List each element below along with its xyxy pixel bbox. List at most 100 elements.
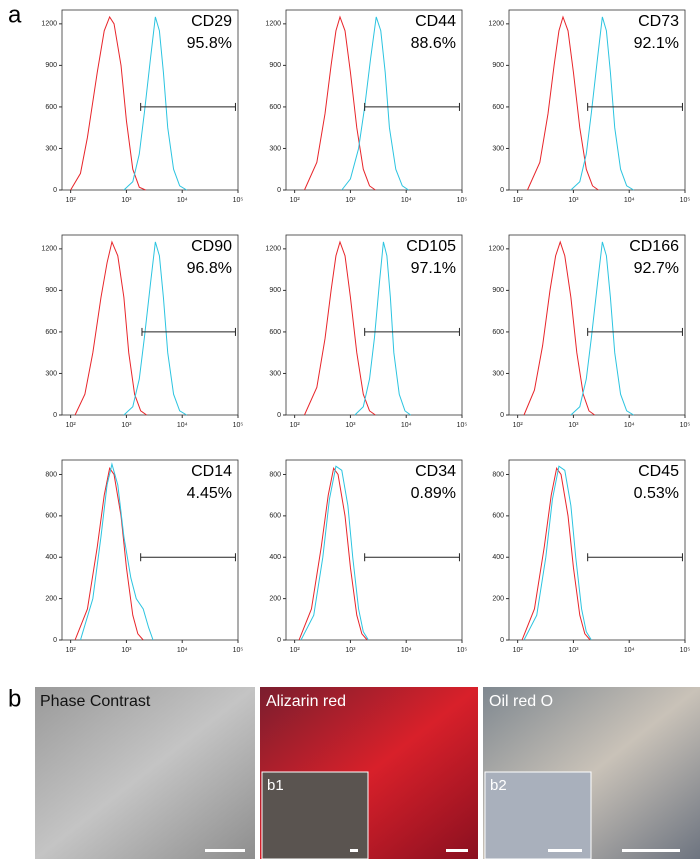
plot-frame xyxy=(61,459,239,641)
x-tick-label: 10⁵ xyxy=(233,422,244,429)
x-tick-label: 10³ xyxy=(568,197,579,204)
x-tick-label: 10⁴ xyxy=(624,197,635,204)
plot-frame xyxy=(508,9,686,191)
scale-bar xyxy=(350,849,358,852)
y-tick-label: 400 xyxy=(45,554,57,561)
chart-title: CD166 xyxy=(629,238,679,255)
histogram-line xyxy=(341,16,409,191)
x-tick-label: 10⁴ xyxy=(401,647,412,654)
x-tick-label: 10² xyxy=(513,647,524,654)
chart-title: CD14 xyxy=(191,463,232,480)
histogram-line xyxy=(523,240,595,416)
chart-title: CD29 xyxy=(191,13,232,30)
y-tick-label: 1200 xyxy=(488,21,504,28)
x-tick-label: 10³ xyxy=(568,422,579,429)
chart-title: CD45 xyxy=(638,463,679,480)
x-tick-label: 10⁴ xyxy=(624,422,635,429)
histogram-panel: 0 300 600 900 1200 10² 10³ 10⁴ 10⁵ CD44 88.6% xyxy=(265,9,468,204)
plot-frame xyxy=(61,9,239,191)
histogram-panel: 0 200 400 600 800 10² 10³ 10⁴ 10⁵ CD34 0.89% xyxy=(269,459,467,654)
y-tick-label: 0 xyxy=(500,637,504,644)
y-tick-label: 300 xyxy=(492,370,504,377)
image-label: Phase Contrast xyxy=(40,693,151,710)
chart-title: CD105 xyxy=(406,238,456,255)
plot-frame xyxy=(285,234,463,416)
x-tick-label: 10³ xyxy=(345,647,356,654)
y-tick-label: 1200 xyxy=(41,21,57,28)
y-tick-label: 1200 xyxy=(265,246,281,253)
annotation: 96.8% xyxy=(187,260,232,277)
histogram-panel: 0 200 400 600 800 10² 10³ 10⁴ 10⁵ CD14 4.45% xyxy=(45,459,244,654)
x-tick-label: 10² xyxy=(66,647,77,654)
annotation: 4.45% xyxy=(187,485,232,502)
x-tick-label: 10⁴ xyxy=(401,197,412,204)
histogram-line xyxy=(123,241,187,416)
histogram-panel: 0 300 600 900 1200 10² 10³ 10⁴ 10⁵ CD29 95.8% xyxy=(41,9,244,204)
x-tick-label: 10⁴ xyxy=(177,647,188,654)
y-tick-label: 0 xyxy=(53,637,57,644)
histogram-line xyxy=(300,465,369,641)
x-tick-label: 10³ xyxy=(121,422,132,429)
histogram-line xyxy=(570,241,634,416)
x-tick-label: 10³ xyxy=(121,647,132,654)
histogram-line xyxy=(521,467,591,641)
y-tick-label: 1200 xyxy=(488,246,504,253)
y-tick-label: 200 xyxy=(269,595,281,602)
x-tick-label: 10⁵ xyxy=(457,197,468,204)
micrograph: Alizarin red b1 xyxy=(260,687,478,860)
y-tick-label: 200 xyxy=(45,595,57,602)
y-tick-label: 900 xyxy=(269,62,281,69)
inset-image xyxy=(261,771,369,860)
x-tick-label: 10³ xyxy=(345,422,356,429)
y-tick-label: 0 xyxy=(53,412,57,419)
y-tick-label: 0 xyxy=(277,187,281,194)
x-tick-label: 10⁵ xyxy=(233,647,244,654)
y-tick-label: 300 xyxy=(269,370,281,377)
y-tick-label: 0 xyxy=(277,637,281,644)
histogram-panel: 0 300 600 900 1200 10² 10³ 10⁴ 10⁵ CD73 92.1% xyxy=(488,9,691,204)
y-tick-label: 600 xyxy=(492,329,504,336)
histogram-line xyxy=(79,462,154,641)
x-tick-label: 10² xyxy=(66,197,77,204)
image xyxy=(35,687,255,859)
y-tick-label: 600 xyxy=(269,329,281,336)
y-tick-label: 0 xyxy=(500,412,504,419)
y-tick-label: 0 xyxy=(500,187,504,194)
histogram-panel: 0 300 600 900 1200 10² 10³ 10⁴ 10⁵ CD105 97.1% xyxy=(265,234,467,429)
histogram-line xyxy=(527,15,599,191)
annotation: 92.1% xyxy=(634,35,679,52)
y-tick-label: 600 xyxy=(45,329,57,336)
x-tick-label: 10⁴ xyxy=(401,422,412,429)
x-tick-label: 10⁵ xyxy=(233,197,244,204)
chart-title: CD90 xyxy=(191,238,232,255)
histogram-line xyxy=(304,240,376,416)
y-tick-label: 800 xyxy=(45,471,57,478)
inset-image xyxy=(484,771,592,860)
y-tick-label: 600 xyxy=(269,104,281,111)
x-tick-label: 10³ xyxy=(345,197,356,204)
scale-bar xyxy=(446,849,468,852)
histogram-line xyxy=(523,465,592,641)
y-tick-label: 200 xyxy=(492,595,504,602)
y-tick-label: 600 xyxy=(269,513,281,520)
x-tick-label: 10² xyxy=(290,647,301,654)
histogram-line xyxy=(298,467,368,641)
histogram-line xyxy=(123,16,187,191)
x-tick-label: 10⁴ xyxy=(624,647,635,654)
annotation: 92.7% xyxy=(634,260,679,277)
annotation: 97.1% xyxy=(411,260,456,277)
y-tick-label: 800 xyxy=(269,471,281,478)
x-tick-label: 10⁵ xyxy=(680,197,691,204)
inset-label: b1 xyxy=(267,777,284,794)
histogram-line xyxy=(304,15,376,191)
x-tick-label: 10⁴ xyxy=(177,197,188,204)
y-tick-label: 900 xyxy=(45,287,57,294)
y-tick-label: 600 xyxy=(492,104,504,111)
histogram-line xyxy=(74,467,144,641)
x-tick-label: 10² xyxy=(513,197,524,204)
x-tick-label: 10⁴ xyxy=(177,422,188,429)
image-label: Oil red O xyxy=(489,693,553,710)
chart-title: CD44 xyxy=(415,13,456,30)
histogram-panel: 0 200 400 600 800 10² 10³ 10⁴ 10⁵ CD45 0.53% xyxy=(492,459,690,654)
panel-label: b xyxy=(8,685,21,712)
